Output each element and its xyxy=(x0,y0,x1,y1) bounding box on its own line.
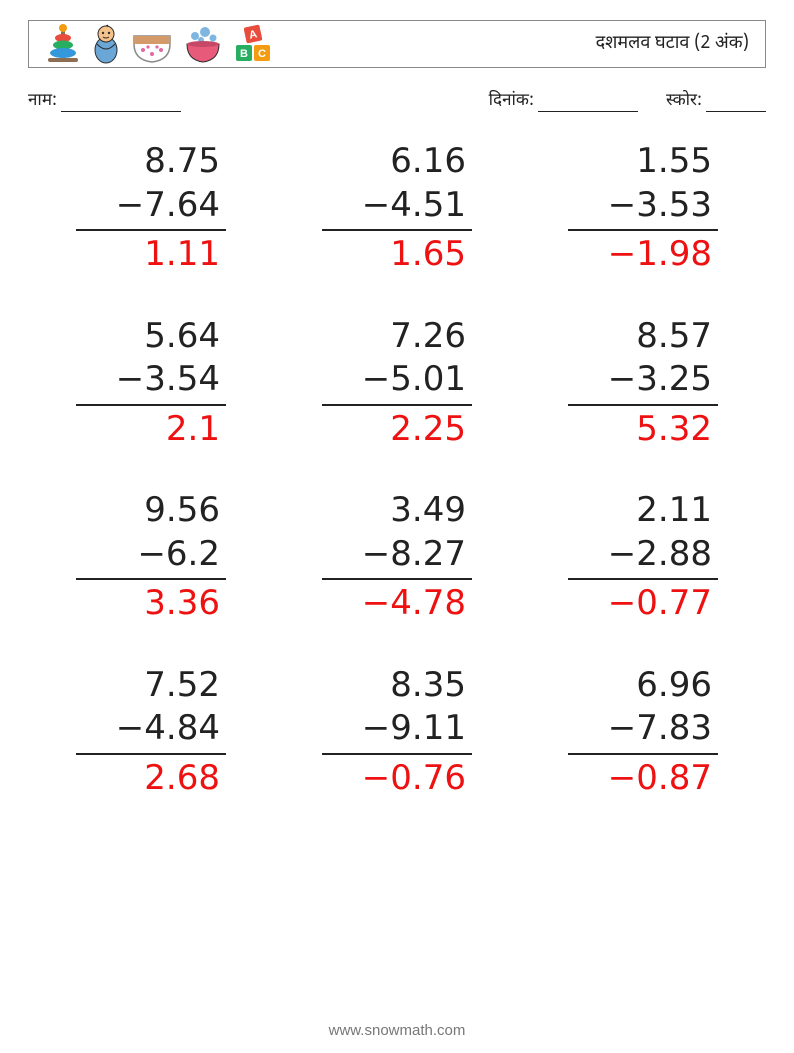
answer: 2.1 xyxy=(76,406,226,452)
problem-cell: 1.55 −3.53 −1.98 xyxy=(520,140,766,277)
subtrahend: −5.01 xyxy=(322,358,472,406)
answer: −0.76 xyxy=(322,755,472,801)
minuend: 7.52 xyxy=(76,664,226,708)
minuend: 6.16 xyxy=(322,140,472,184)
answer: −4.78 xyxy=(322,580,472,626)
minuend: 6.96 xyxy=(568,664,718,708)
svg-text:C: C xyxy=(258,48,266,60)
problem-cell: 3.49 −8.27 −4.78 xyxy=(274,489,520,626)
subtrahend: −9.11 xyxy=(322,707,472,755)
date-score-group: दिनांक: स्कोर: xyxy=(489,90,766,112)
problem-cell: 8.57 −3.25 5.32 xyxy=(520,315,766,452)
problem-stack: 8.75 −7.64 1.11 xyxy=(76,140,226,277)
answer: 5.32 xyxy=(568,406,718,452)
diaper-icon xyxy=(131,30,173,64)
score-blank[interactable] xyxy=(706,93,766,112)
score-label: स्कोर: xyxy=(666,90,702,112)
subtrahend: −7.83 xyxy=(568,707,718,755)
subtrahend: −8.27 xyxy=(322,533,472,581)
minuend: 9.56 xyxy=(76,489,226,533)
minuend: 1.55 xyxy=(568,140,718,184)
answer: 2.68 xyxy=(76,755,226,801)
minuend: 8.35 xyxy=(322,664,472,708)
subtrahend: −3.53 xyxy=(568,184,718,232)
answer: −0.77 xyxy=(568,580,718,626)
problem-cell: 7.26 −5.01 2.25 xyxy=(274,315,520,452)
subtrahend: −4.51 xyxy=(322,184,472,232)
problem-cell: 8.75 −7.64 1.11 xyxy=(28,140,274,277)
problem-stack: 1.55 −3.53 −1.98 xyxy=(568,140,718,277)
worksheet-title: दशमलव घटाव (2 अंक) xyxy=(596,33,749,56)
answer: 3.36 xyxy=(76,580,226,626)
subtrahend: −7.64 xyxy=(76,184,226,232)
footer-credit: www.snowmath.com xyxy=(0,1022,794,1039)
answer: 2.25 xyxy=(322,406,472,452)
problem-cell: 6.16 −4.51 1.65 xyxy=(274,140,520,277)
problem-stack: 6.96 −7.83 −0.87 xyxy=(568,664,718,801)
info-row: नाम: दिनांक: स्कोर: xyxy=(28,90,766,112)
problem-cell: 5.64 −3.54 2.1 xyxy=(28,315,274,452)
minuend: 3.49 xyxy=(322,489,472,533)
problem-stack: 7.52 −4.84 2.68 xyxy=(76,664,226,801)
name-blank[interactable] xyxy=(61,93,181,112)
problem-stack: 7.26 −5.01 2.25 xyxy=(322,315,472,452)
problem-cell: 2.11 −2.88 −0.77 xyxy=(520,489,766,626)
problem-stack: 8.35 −9.11 −0.76 xyxy=(322,664,472,801)
problem-cell: 7.52 −4.84 2.68 xyxy=(28,664,274,801)
problem-cell: 8.35 −9.11 −0.76 xyxy=(274,664,520,801)
problem-stack: 2.11 −2.88 −0.77 xyxy=(568,489,718,626)
minuend: 8.57 xyxy=(568,315,718,359)
stacker-icon xyxy=(45,24,81,64)
name-label: नाम: xyxy=(28,90,57,112)
answer: 1.65 xyxy=(322,231,472,277)
bath-icon xyxy=(183,26,223,64)
problem-stack: 3.49 −8.27 −4.78 xyxy=(322,489,472,626)
minuend: 2.11 xyxy=(568,489,718,533)
minuend: 7.26 xyxy=(322,315,472,359)
problem-stack: 9.56 −6.2 3.36 xyxy=(76,489,226,626)
subtrahend: −4.84 xyxy=(76,707,226,755)
header-box: A B C दशमलव घटाव (2 अंक) xyxy=(28,20,766,68)
subtrahend: −3.25 xyxy=(568,358,718,406)
worksheet-page: A B C दशमलव घटाव (2 अंक) नाम: दिनांक: स्… xyxy=(0,0,794,1053)
answer: 1.11 xyxy=(76,231,226,277)
answer: −1.98 xyxy=(568,231,718,277)
name-field: नाम: xyxy=(28,90,181,112)
minuend: 8.75 xyxy=(76,140,226,184)
minuend: 5.64 xyxy=(76,315,226,359)
problem-cell: 6.96 −7.83 −0.87 xyxy=(520,664,766,801)
subtrahend: −6.2 xyxy=(76,533,226,581)
subtrahend: −2.88 xyxy=(568,533,718,581)
subtrahend: −3.54 xyxy=(76,358,226,406)
problems-grid: 8.75 −7.64 1.11 6.16 −4.51 1.65 1.55 −3.… xyxy=(28,140,766,800)
answer: −0.87 xyxy=(568,755,718,801)
date-label: दिनांक: xyxy=(489,90,534,112)
svg-text:B: B xyxy=(240,48,248,60)
problem-stack: 5.64 −3.54 2.1 xyxy=(76,315,226,452)
date-blank[interactable] xyxy=(538,93,638,112)
blocks-icon: A B C xyxy=(233,24,273,64)
problem-cell: 9.56 −6.2 3.36 xyxy=(28,489,274,626)
baby-icon xyxy=(91,24,121,64)
problem-stack: 6.16 −4.51 1.65 xyxy=(322,140,472,277)
problem-stack: 8.57 −3.25 5.32 xyxy=(568,315,718,452)
header-icon-row: A B C xyxy=(45,24,273,64)
